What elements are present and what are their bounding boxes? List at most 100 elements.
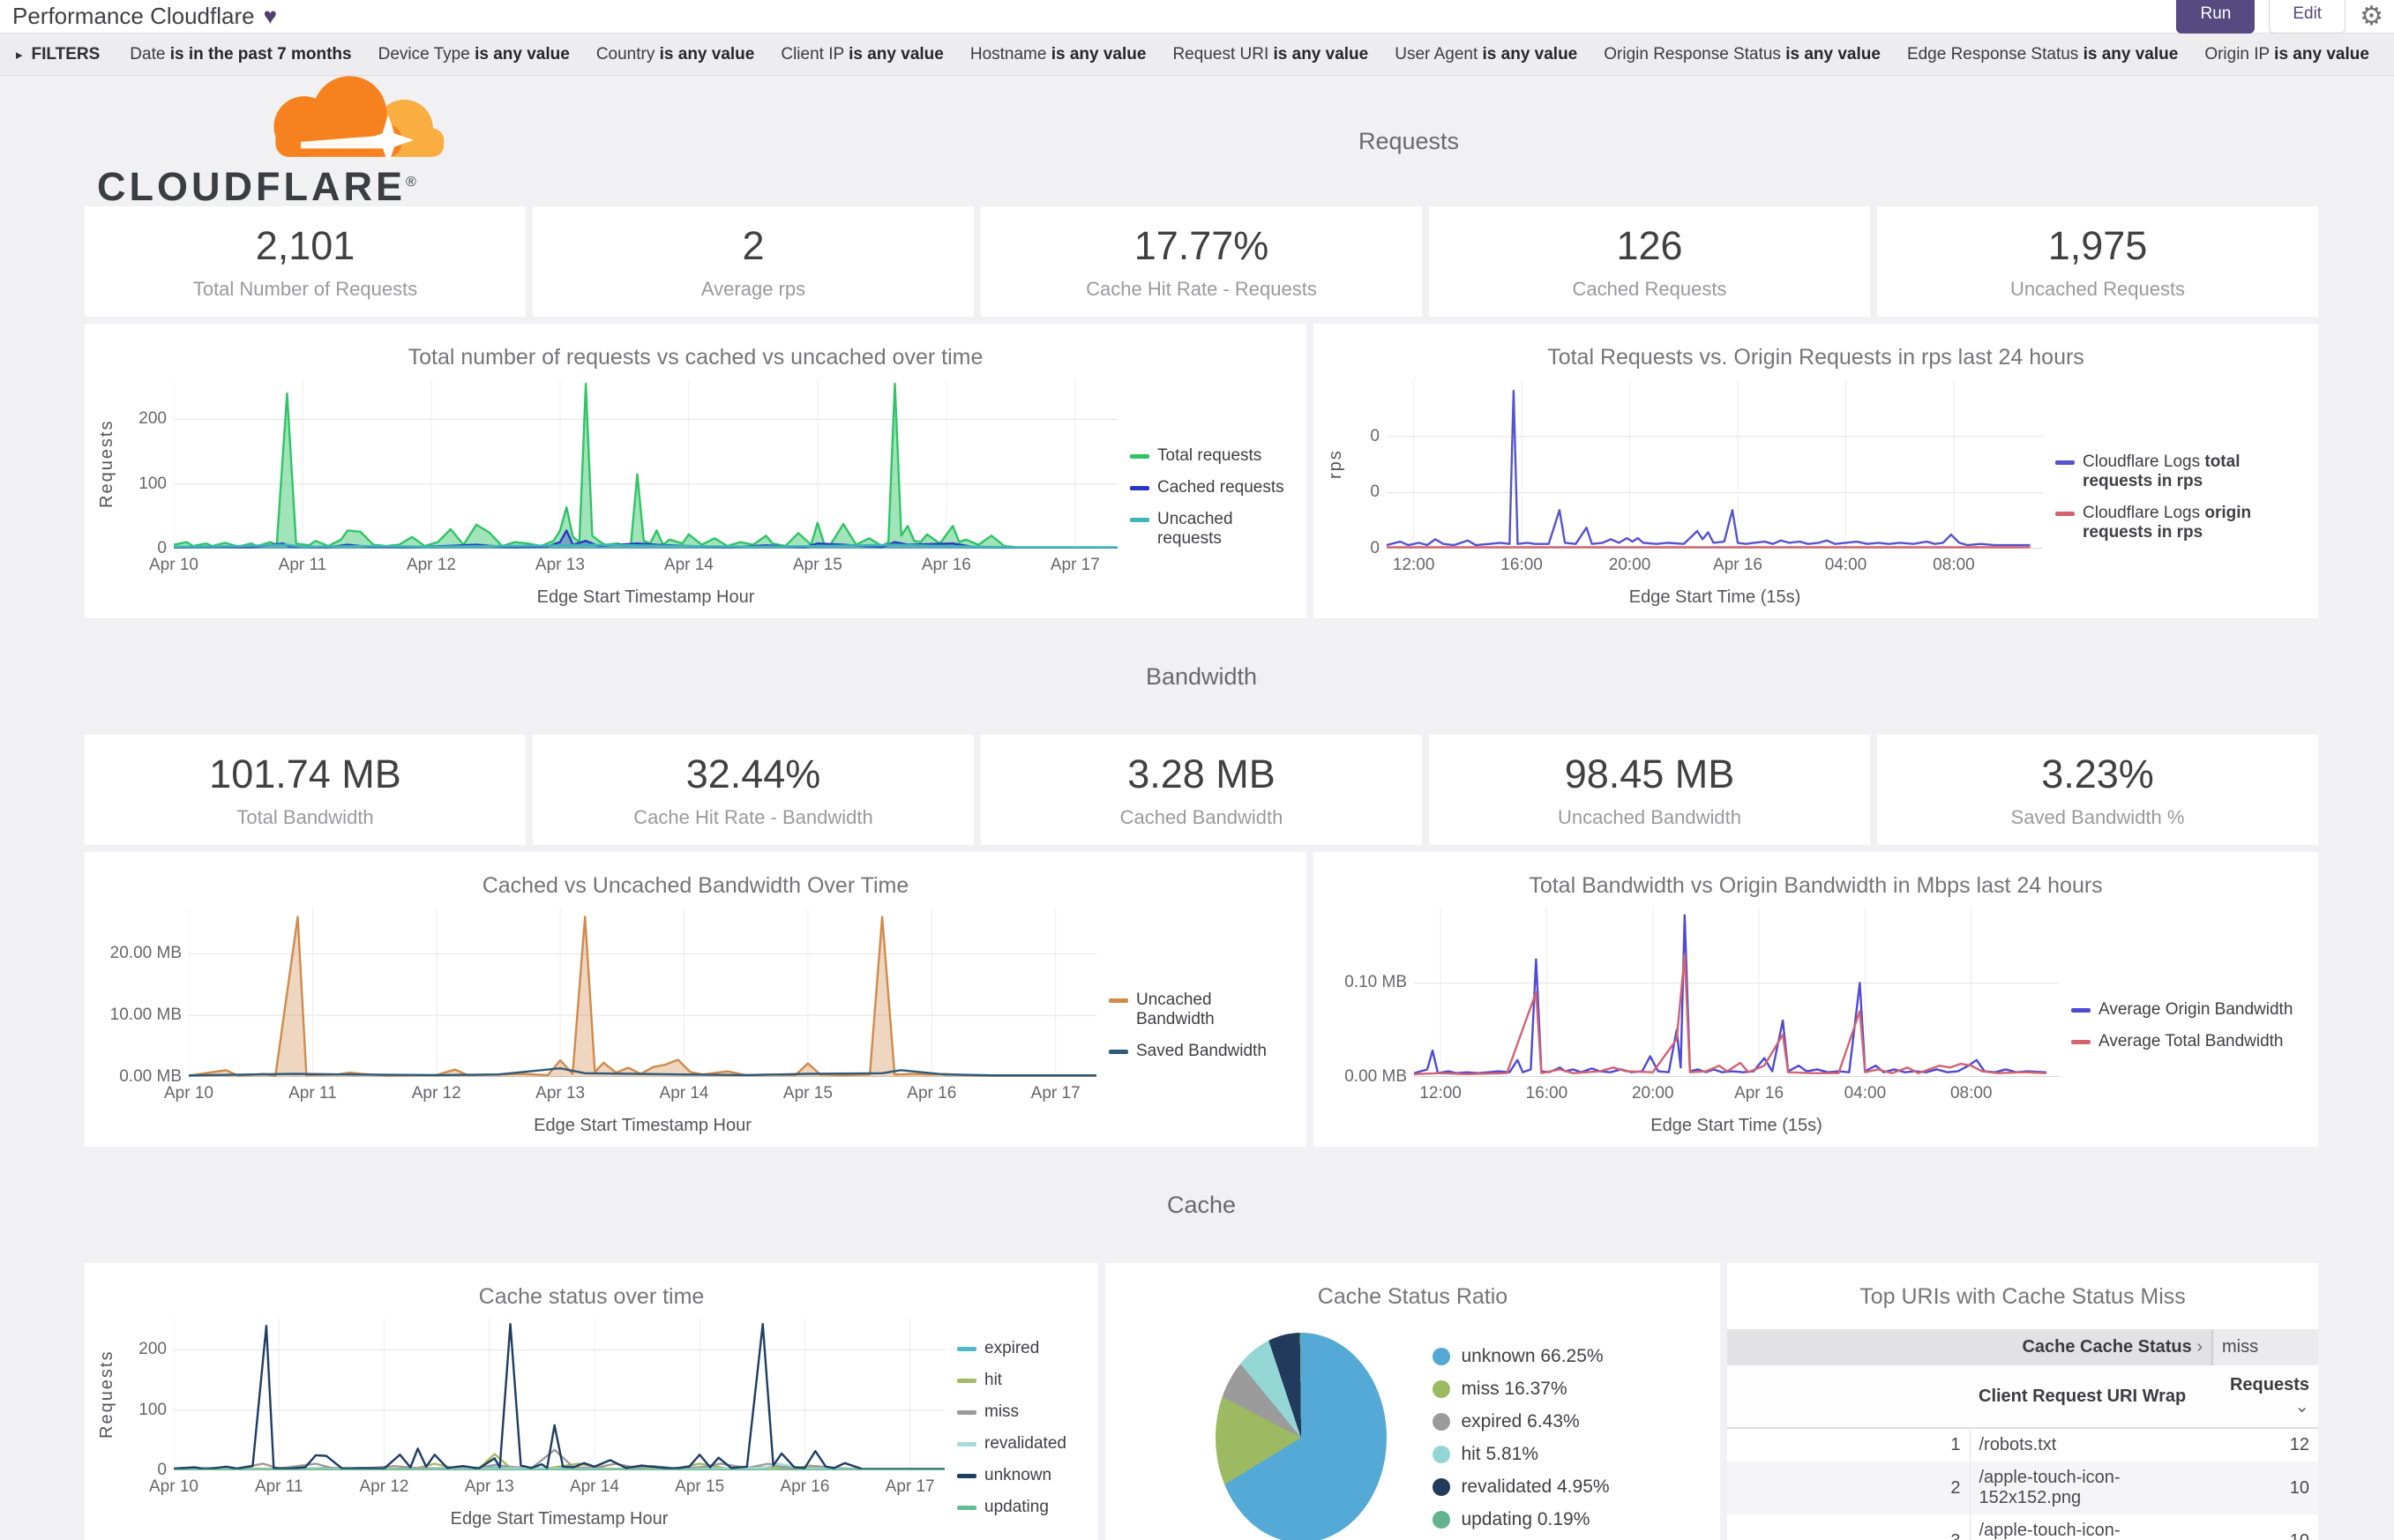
filter-item[interactable]: User Agent is any value bbox=[1395, 44, 1578, 64]
row-number: 3 bbox=[1727, 1514, 1971, 1540]
x-axis-labels: Apr 10 Apr 11 Apr 12 Apr 13 Apr 14 Apr 15 Apr … bbox=[149, 549, 1118, 577]
legend-dot-icon bbox=[1433, 1477, 1451, 1496]
column-header-requests[interactable]: Requests ⌄ bbox=[2212, 1365, 2318, 1429]
x-tick-label: Apr 11 bbox=[254, 1477, 303, 1496]
stat-label: Average rps bbox=[700, 277, 806, 300]
pie-legend-item[interactable]: expired 6.43% bbox=[1433, 1411, 1609, 1432]
stat-tile: 101.74 MB Total Bandwidth bbox=[85, 735, 526, 845]
x-tick-label: 20:00 bbox=[1608, 556, 1651, 574]
table-row[interactable]: 2/apple-touch-icon-152x152.png 10 bbox=[1727, 1462, 2318, 1514]
legend-item[interactable]: expired bbox=[957, 1339, 1086, 1358]
caret-right-icon: ▸ bbox=[16, 47, 23, 63]
filter-item[interactable]: Origin IP is any value bbox=[2204, 44, 2369, 64]
stat-value: 1,975 bbox=[2047, 222, 2148, 268]
stat-value: 3.23% bbox=[2041, 751, 2154, 796]
legend-item[interactable]: Cached requests bbox=[1130, 478, 1294, 497]
x-tick-label: Apr 17 bbox=[1050, 556, 1100, 574]
x-axis-title: Edge Start Timestamp Hour bbox=[534, 1116, 752, 1135]
filter-item[interactable]: Hostname is any value bbox=[969, 44, 1147, 64]
x-tick-label: Apr 13 bbox=[535, 556, 585, 574]
filters-label: FILTERS bbox=[31, 44, 101, 64]
edit-button[interactable]: Edit bbox=[2269, 0, 2346, 34]
filter-item[interactable]: Client IP is any value bbox=[781, 44, 944, 64]
filters-toggle[interactable]: ▸ FILTERS bbox=[16, 45, 100, 64]
y-tick-label: 200 bbox=[138, 409, 167, 429]
legend-label: Cloudflare Logs origin requests in rps bbox=[2083, 503, 2252, 542]
chart-plot[interactable] bbox=[1414, 908, 2059, 1077]
legend-item[interactable]: Cloudflare Logs total requests in rps bbox=[2055, 452, 2306, 491]
run-button[interactable]: Run bbox=[2176, 0, 2256, 34]
pie-legend-item[interactable]: updating 0.19% bbox=[1433, 1509, 1609, 1530]
filter-item[interactable]: Edge Response Status is any value bbox=[1906, 44, 2179, 64]
legend-item[interactable]: Uncached requests bbox=[1130, 510, 1294, 549]
stat-tile: 126 Cached Requests bbox=[1429, 206, 1870, 317]
legend-swatch-icon bbox=[2055, 511, 2075, 516]
x-tick-label: Apr 12 bbox=[406, 556, 456, 574]
chart-cache-status-over-time: Cache status over time Requests 0 100 200 … bbox=[85, 1263, 1098, 1540]
x-tick-label: Apr 15 bbox=[792, 556, 842, 574]
legend-item[interactable]: hit bbox=[957, 1371, 1086, 1390]
pie-legend: unknown 66.25% miss 16.37% expired 6.43% hi… bbox=[1433, 1346, 1610, 1530]
stat-tile: 32.44% Cache Hit Rate - Bandwidth bbox=[533, 735, 974, 845]
chevron-right-icon: › bbox=[2196, 1337, 2203, 1357]
gear-icon[interactable]: ⚙ bbox=[2360, 2, 2383, 31]
header-actions: Run Edit ⚙ bbox=[2176, 0, 2383, 34]
chart-title: Total number of requests vs cached vs un… bbox=[408, 345, 984, 370]
legend-item[interactable]: Saved Bandwidth bbox=[1109, 1042, 1294, 1061]
cell-uri: /robots.txt bbox=[1979, 1435, 2057, 1454]
legend-item[interactable]: Cloudflare Logs origin requests in rps bbox=[2055, 504, 2306, 542]
pie-legend-item[interactable]: hit 5.81% bbox=[1433, 1444, 1609, 1465]
filter-item[interactable]: Device Type is any value bbox=[378, 44, 570, 64]
stat-tile: 2,101 Total Number of Requests bbox=[85, 206, 526, 317]
chart-plot[interactable] bbox=[1387, 379, 2043, 549]
pivot-label[interactable]: Cache Cache Status › bbox=[1727, 1329, 2213, 1365]
cloudflare-wordmark: CLOUDFLARE® bbox=[97, 164, 420, 209]
x-axis-labels: 12:00 16:00 20:00 Apr 16 04:00 08:00 bbox=[1414, 1077, 2059, 1105]
legend-item[interactable]: revalidated bbox=[957, 1434, 1086, 1454]
pie-legend-label: revalidated 4.95% bbox=[1461, 1476, 1610, 1497]
chart-legend: Uncached Bandwidth Saved Bandwidth bbox=[1096, 908, 1301, 1143]
stat-value: 2,101 bbox=[255, 222, 355, 268]
stat-tile: 98.45 MB Uncached Bandwidth bbox=[1429, 735, 1870, 845]
filter-item[interactable]: Country is any value bbox=[595, 44, 755, 64]
legend-label: Cached requests bbox=[1157, 477, 1284, 497]
cloudflare-logo: CLOUDFLARE® bbox=[85, 76, 499, 206]
x-tick-label: Apr 13 bbox=[464, 1477, 514, 1496]
x-tick-label: Apr 15 bbox=[782, 1084, 833, 1103]
legend-item[interactable]: Average Origin Bandwidth bbox=[2071, 1000, 2306, 1020]
x-tick-label: Apr 11 bbox=[288, 1084, 337, 1103]
y-tick-label: 200 bbox=[138, 1340, 167, 1359]
legend-item[interactable]: updating bbox=[957, 1498, 1086, 1517]
filter-item[interactable]: Origin Response Status is any value bbox=[1604, 44, 1881, 64]
legend-item[interactable]: Total requests bbox=[1130, 446, 1294, 466]
x-tick-label: Apr 16 bbox=[921, 556, 971, 574]
legend-label: Cloudflare Logs total requests in rps bbox=[2083, 452, 2241, 490]
pie-legend-item[interactable]: revalidated 4.95% bbox=[1433, 1476, 1610, 1498]
legend-item[interactable]: Average Total Bandwidth bbox=[2071, 1032, 2306, 1051]
chart-plot[interactable] bbox=[189, 908, 1096, 1077]
legend-item[interactable]: Uncached Bandwidth bbox=[1109, 991, 1294, 1029]
stat-label: Cache Hit Rate - Bandwidth bbox=[633, 805, 873, 828]
x-tick-label: Apr 12 bbox=[411, 1084, 461, 1103]
table-row[interactable]: 3/apple-touch-icon-precomposed.png 10 bbox=[1727, 1514, 2318, 1540]
pie-legend-item[interactable]: miss 16.37% bbox=[1433, 1379, 1609, 1400]
column-header-row: Client Request URI Wrap Requests ⌄ bbox=[1727, 1365, 2318, 1429]
column-header-uri[interactable]: Client Request URI Wrap bbox=[1970, 1365, 2212, 1429]
stat-label: Uncached Requests bbox=[2009, 277, 2186, 300]
pie-chart[interactable] bbox=[1216, 1333, 1388, 1540]
pie-legend-item[interactable]: unknown 66.25% bbox=[1433, 1346, 1609, 1367]
filter-item[interactable]: Request URI is any value bbox=[1172, 44, 1369, 64]
cloudflare-cloud-icon bbox=[273, 76, 445, 166]
chart-plot[interactable] bbox=[174, 1319, 945, 1470]
table-row[interactable]: 1/robots.txt 12 bbox=[1727, 1428, 2318, 1462]
chart-cache-status-ratio: Cache Status Ratio unknown 66.25% miss 16… bbox=[1105, 1263, 1720, 1540]
legend-item[interactable]: miss bbox=[957, 1402, 1086, 1422]
y-tick-label: 100 bbox=[138, 1400, 167, 1419]
legend-item[interactable]: unknown bbox=[957, 1466, 1086, 1485]
chart-plot[interactable] bbox=[174, 379, 1118, 549]
cell-uri: /apple-touch-icon-precomposed.png bbox=[1979, 1521, 2121, 1540]
stat-value: 98.45 MB bbox=[1564, 751, 1735, 796]
legend-label: Uncached Bandwidth bbox=[1136, 990, 1215, 1028]
filter-item[interactable]: Date is in the past 7 months bbox=[130, 44, 352, 64]
section-title-cache: Cache bbox=[1166, 1191, 1237, 1218]
